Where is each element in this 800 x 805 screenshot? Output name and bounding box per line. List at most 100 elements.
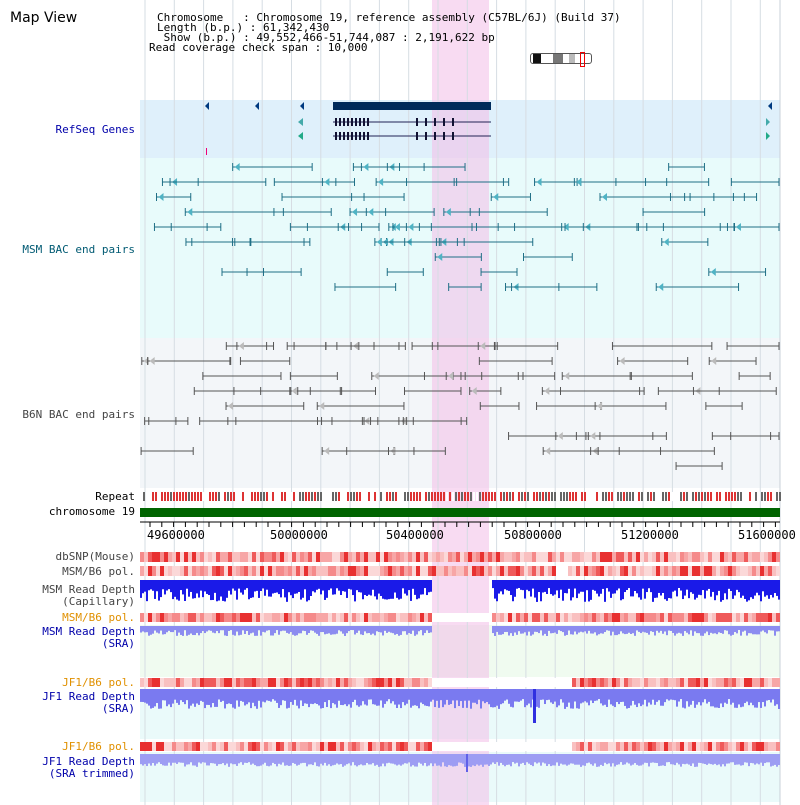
depth-bar — [380, 626, 382, 633]
heat-cell — [540, 552, 544, 562]
depth-bar — [640, 580, 642, 600]
heat-cell — [776, 566, 780, 576]
track-label-b6n-bac[interactable]: B6N BAC end pairs — [22, 408, 135, 421]
depth-bar — [440, 754, 442, 767]
depth-bar — [730, 626, 732, 636]
repeat-mark — [737, 492, 739, 501]
depth-bar — [642, 580, 644, 589]
depth-bar — [516, 754, 518, 763]
depth-bar — [752, 626, 754, 635]
track-label-msm-bac[interactable]: MSM BAC end pairs — [22, 243, 135, 256]
depth-bar — [484, 689, 486, 704]
heat-cell — [752, 742, 756, 751]
heat-cell — [336, 552, 340, 562]
track-label-dbsnp[interactable]: dbSNP(Mouse) — [55, 550, 135, 563]
heat-cell — [492, 742, 496, 751]
depth-bar — [624, 626, 626, 635]
depth-bar — [582, 580, 584, 592]
chromosome-ideogram[interactable] — [530, 52, 592, 67]
depth-bar — [598, 689, 600, 700]
depth-bar — [340, 580, 342, 595]
depth-bar — [388, 754, 390, 763]
depth-bar — [352, 626, 354, 631]
repeat-mark — [341, 492, 343, 501]
repeat-mark — [167, 492, 169, 501]
depth-bar — [604, 754, 606, 763]
track-label-msm-read-depth-sra[interactable]: MSM Read Depth (SRA) — [42, 625, 135, 650]
heat-cell — [296, 552, 300, 562]
highlight-region[interactable] — [432, 0, 489, 805]
depth-bar — [390, 689, 392, 704]
heat-cell — [628, 613, 632, 622]
repeat-mark — [704, 492, 706, 501]
heat-cell — [212, 552, 216, 562]
heat-cell — [772, 613, 776, 622]
depth-bar — [608, 754, 610, 764]
heat-cell — [596, 678, 600, 687]
depth-bar — [536, 754, 538, 764]
repeat-mark — [389, 492, 391, 501]
repeat-mark — [683, 492, 685, 501]
depth-bar — [358, 580, 360, 593]
gene-arrow — [255, 102, 259, 110]
bac-arrow — [471, 387, 477, 395]
track-label-repeat[interactable]: Repeat — [95, 490, 135, 503]
depth-bar — [630, 626, 632, 635]
heat-cell — [380, 613, 384, 622]
heat-cell — [756, 552, 760, 562]
depth-bar — [508, 626, 510, 636]
heat-cell — [456, 566, 460, 576]
depth-bar — [154, 626, 156, 631]
repeat-mark — [206, 492, 208, 501]
track-label-refseq[interactable]: RefSeq Genes — [55, 123, 135, 136]
heat-cell — [320, 613, 324, 622]
depth-bar — [636, 754, 638, 765]
heat-cell — [276, 566, 280, 576]
repeat-mark — [152, 492, 154, 501]
heat-cell — [732, 613, 736, 622]
heat-cell — [528, 742, 532, 751]
heat-cell — [436, 552, 440, 562]
depth-bar — [178, 626, 180, 633]
heat-cell — [480, 678, 484, 687]
heat-cell — [736, 566, 740, 576]
track-label-msm-read-depth-capillary[interactable]: MSM Read Depth (Capillary) — [42, 583, 135, 608]
track-label-msm-b6-pol-1[interactable]: MSM/B6 pol. — [62, 565, 135, 578]
heat-cell — [376, 613, 380, 622]
depth-bar — [192, 626, 194, 636]
repeat-mark — [338, 492, 340, 501]
depth-bar — [142, 754, 144, 766]
depth-bar — [226, 754, 228, 764]
heat-cell — [572, 552, 576, 562]
heat-cell — [456, 678, 460, 687]
track-label-jf1-b6-pol-1[interactable]: JF1/B6 pol. — [62, 676, 135, 689]
heat-cell — [612, 552, 616, 562]
heat-cell — [712, 552, 716, 562]
depth-bar — [506, 754, 508, 765]
depth-bar — [276, 626, 278, 631]
track-label-msm-b6-pol-2[interactable]: MSM/B6 pol. — [62, 611, 135, 624]
heat-cell — [336, 566, 340, 576]
track-label-jf1-read-depth-sra[interactable]: JF1 Read Depth (SRA) — [42, 690, 135, 715]
depth-bar — [768, 626, 770, 631]
track-label-jf1-read-depth-trimmed[interactable]: JF1 Read Depth (SRA trimmed) — [42, 755, 135, 780]
heat-cell — [172, 566, 176, 576]
track-label-jf1-b6-pol-2[interactable]: JF1/B6 pol. — [62, 740, 135, 753]
depth-bar — [310, 754, 312, 765]
depth-bar — [160, 689, 162, 709]
depth-bar — [346, 689, 348, 707]
heat-cell — [484, 678, 488, 687]
heat-cell — [308, 613, 312, 622]
heat-cell — [668, 678, 672, 687]
depth-bar — [318, 626, 320, 636]
depth-bar — [164, 626, 166, 635]
bac-arrow — [557, 432, 563, 440]
depth-bar — [318, 580, 320, 589]
heat-cell — [760, 566, 764, 576]
heat-cell — [684, 566, 688, 576]
depth-bar — [608, 580, 610, 592]
depth-bar — [692, 626, 694, 636]
depth-bar — [232, 754, 234, 765]
heat-cell — [312, 678, 316, 687]
